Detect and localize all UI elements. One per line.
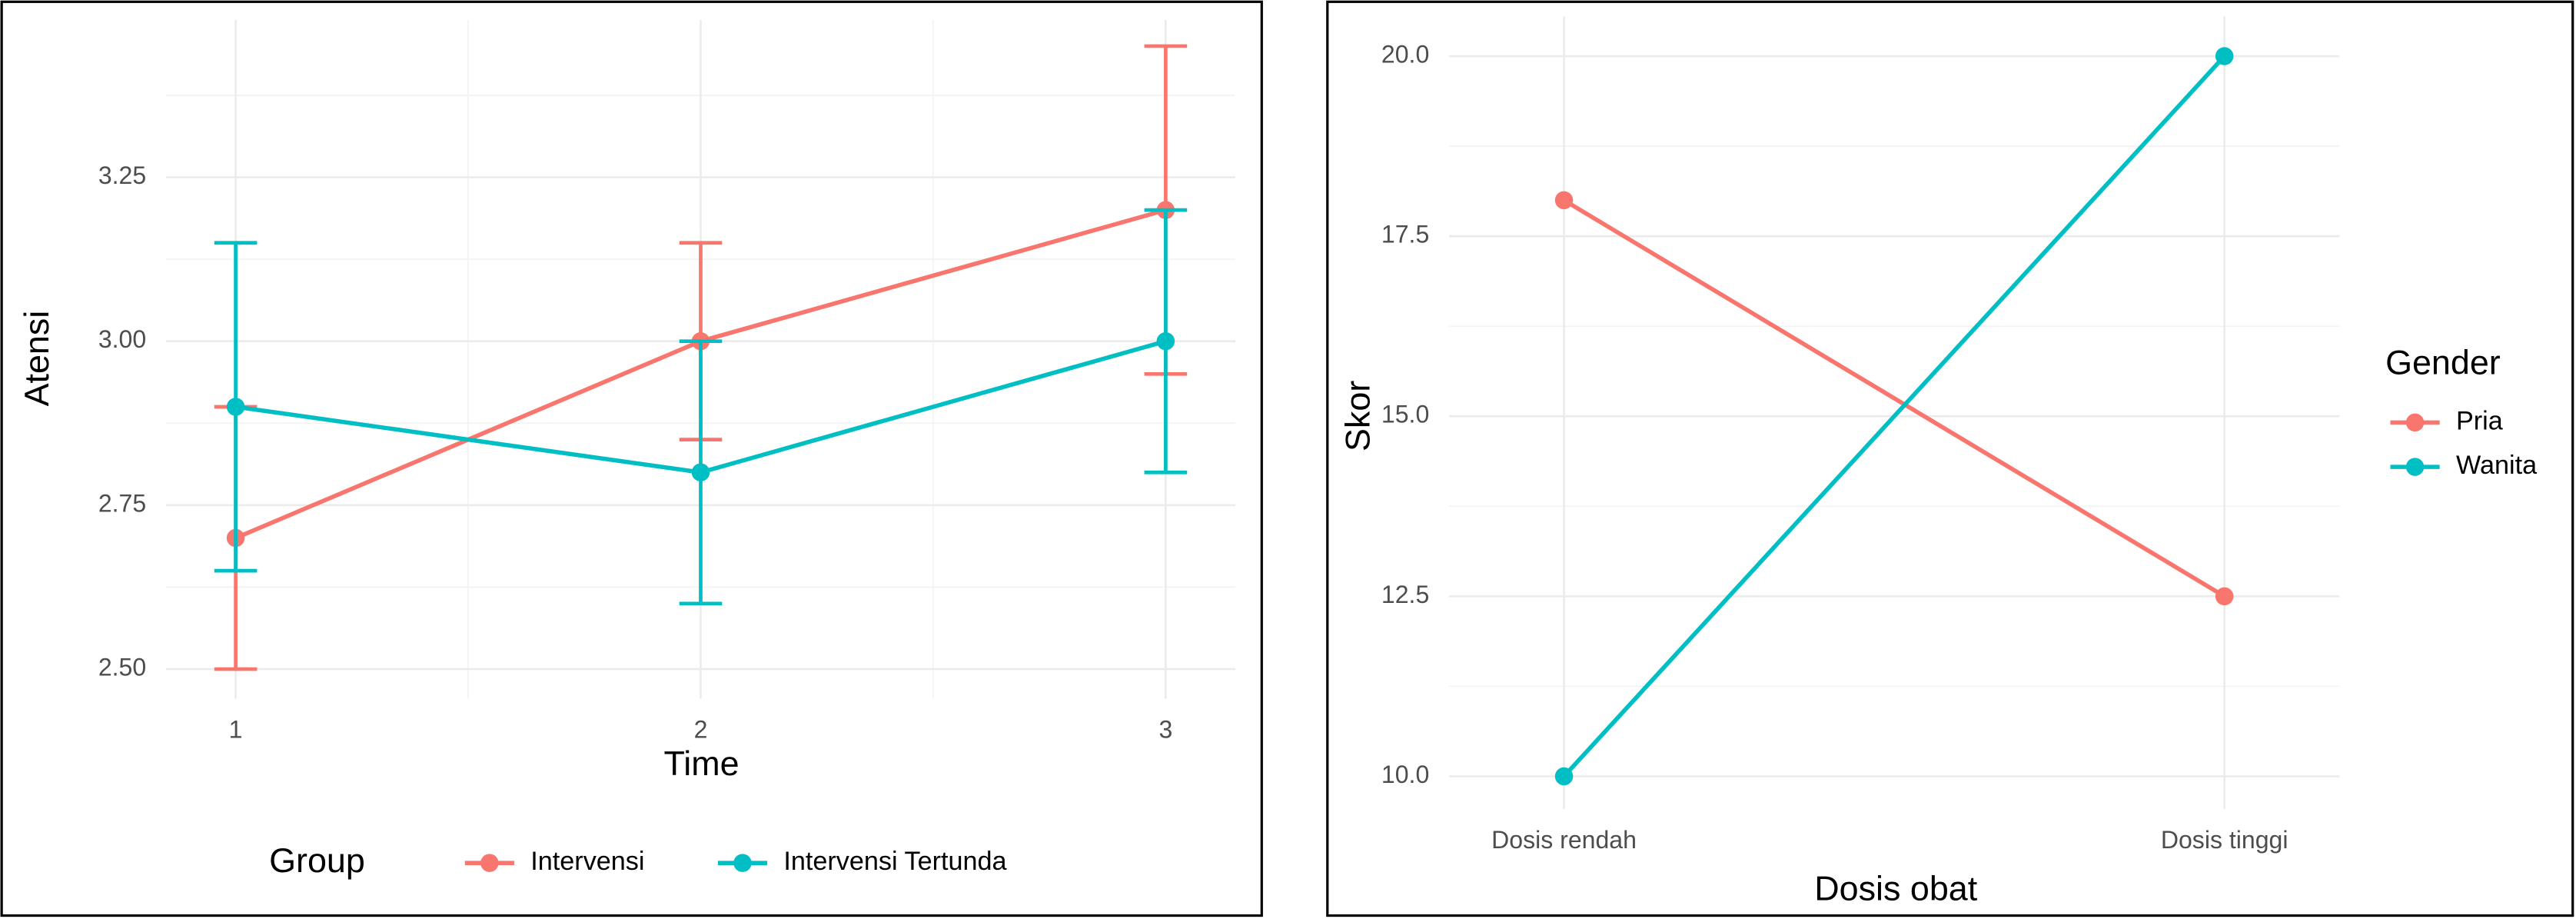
x-tick-label: 2	[694, 716, 708, 744]
y-tick-label: 15.0	[1381, 401, 1429, 428]
data-point	[1554, 191, 1574, 210]
y-tick-label: 17.5	[1381, 221, 1429, 248]
legend-key-point	[480, 854, 499, 872]
data-point	[691, 463, 710, 481]
y-tick-label: 20.0	[1381, 41, 1429, 68]
y-axis-title: Atensi	[17, 311, 56, 407]
data-point	[2215, 47, 2234, 65]
legend-label: Intervensi	[530, 847, 644, 876]
legend-key-point	[2405, 458, 2425, 476]
x-tick-label: Dosis tinggi	[2161, 826, 2288, 854]
y-tick-label: 12.5	[1381, 581, 1429, 608]
y-tick-label: 10.0	[1381, 761, 1429, 788]
legend-label: Wanita	[2456, 451, 2538, 480]
legend-title: Gender	[2385, 342, 2501, 381]
y-tick-label: 3.00	[98, 325, 146, 353]
panel-frame	[1326, 0, 2574, 917]
panel-frame	[0, 0, 1263, 917]
series-line	[1562, 55, 2226, 778]
x-axis-title: Time	[664, 744, 740, 783]
data-point	[226, 398, 245, 416]
y-axis-title: Skor	[1338, 381, 1377, 451]
y-tick-label: 2.50	[98, 654, 146, 681]
legend-key-point	[733, 854, 752, 872]
x-tick-label: 3	[1158, 716, 1172, 744]
legend-label: Pria	[2456, 406, 2504, 435]
legend-title: Group	[269, 841, 365, 880]
x-axis-title: Dosis obat	[1814, 868, 1977, 907]
legend-label: Intervensi Tertunda	[783, 847, 1007, 876]
data-point	[1156, 331, 1175, 351]
series-line	[1563, 198, 2226, 598]
y-tick-label: 2.75	[98, 489, 146, 517]
data-point	[2215, 587, 2234, 606]
y-tick-label: 3.25	[98, 161, 146, 189]
x-tick-label: 1	[229, 716, 243, 744]
data-point	[1554, 767, 1574, 786]
legend-key-point	[2405, 413, 2425, 432]
x-tick-label: Dosis rendah	[1491, 826, 1637, 854]
